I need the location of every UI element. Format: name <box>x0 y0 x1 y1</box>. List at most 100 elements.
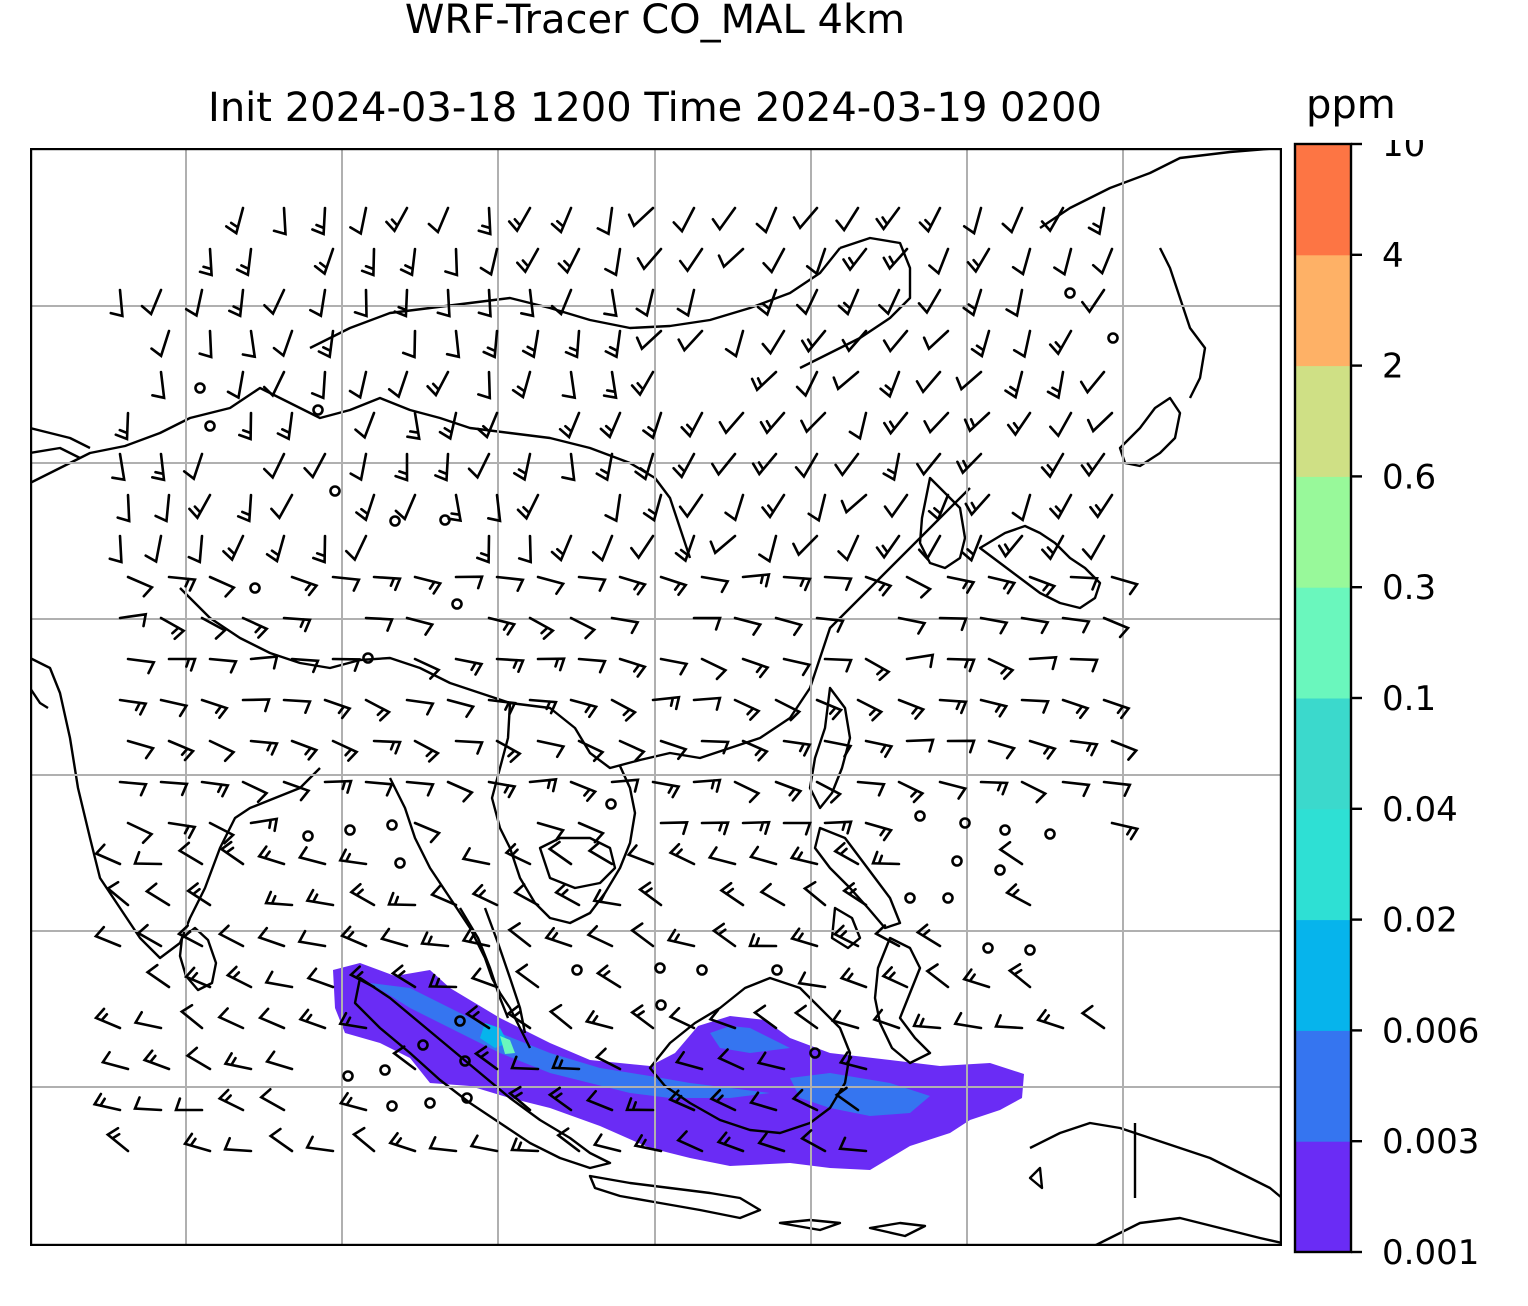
wind-barb <box>883 411 909 436</box>
wind-barb <box>815 698 844 721</box>
wind-barb <box>353 288 368 318</box>
calm-wind-marker <box>951 855 963 867</box>
wind-barb <box>338 1011 368 1030</box>
wind-barb <box>142 1049 171 1071</box>
calm-wind-marker <box>605 798 617 810</box>
wind-barb <box>709 534 737 555</box>
wind-barb <box>1061 780 1091 798</box>
colorbar-tick-label: 2 <box>1382 347 1404 387</box>
wind-barb <box>249 655 279 670</box>
wind-barb <box>997 534 1024 559</box>
wind-barb <box>800 411 827 434</box>
wind-barb <box>1081 288 1106 314</box>
wind-barb <box>569 698 599 719</box>
wind-barb <box>305 888 335 907</box>
wind-barb <box>323 698 352 720</box>
wind-barb <box>634 452 655 482</box>
wind-barb <box>1040 206 1065 233</box>
wind-barb <box>782 657 812 677</box>
calm-wind-marker <box>386 819 398 831</box>
wind-barb <box>297 846 327 866</box>
wind-barb <box>741 739 769 762</box>
wind-barb <box>487 780 517 799</box>
wind-barb <box>651 780 681 799</box>
wind-barb <box>151 370 166 400</box>
wind-barb <box>864 739 894 758</box>
wind-barb <box>1079 370 1106 395</box>
wind-barb <box>864 657 891 682</box>
wind-barb <box>272 329 294 358</box>
colorbar-segment <box>1295 144 1351 256</box>
wind-barb <box>217 1007 245 1030</box>
wind-barb <box>454 657 484 676</box>
wind-barb <box>461 847 491 866</box>
wind-barb <box>116 493 131 523</box>
wind-barb <box>835 206 860 233</box>
wind-barb <box>94 843 122 866</box>
wind-barb <box>305 1135 335 1153</box>
wind-barb <box>741 820 771 835</box>
wind-barb <box>915 923 942 948</box>
wind-barb <box>317 329 335 359</box>
wind-barb <box>1020 616 1050 635</box>
wind-barb <box>1087 206 1106 236</box>
wind-barb <box>752 1004 778 1030</box>
wind-barb <box>1028 575 1057 597</box>
calm-wind-marker <box>771 964 783 976</box>
wind-barb <box>225 965 253 989</box>
wind-barb <box>1102 780 1132 797</box>
wind-barb <box>604 329 622 359</box>
wind-barb <box>1069 575 1099 591</box>
wind-barb <box>394 452 409 482</box>
wind-barb <box>510 1055 540 1071</box>
wind-barb <box>979 616 1009 635</box>
wind-barb <box>100 1050 130 1071</box>
calm-wind-marker <box>389 515 401 527</box>
wind-barb <box>514 963 540 989</box>
wind-barb <box>1046 370 1065 400</box>
wind-barb <box>848 411 868 441</box>
wind-barb <box>668 1089 696 1112</box>
wind-barb <box>339 925 368 948</box>
wind-barb <box>561 370 577 400</box>
wind-barb <box>223 1136 253 1153</box>
wind-barb <box>840 493 868 515</box>
calm-wind-marker <box>194 382 206 394</box>
wind-barb <box>379 927 409 948</box>
wind-barb <box>133 850 163 866</box>
wind-barb <box>487 493 502 523</box>
colorbar-segment <box>1295 254 1351 367</box>
wind-barb <box>427 206 450 235</box>
wind-barb <box>604 493 622 523</box>
wind-barb <box>225 206 245 236</box>
wind-barb <box>666 928 696 948</box>
wind-barb <box>447 493 463 523</box>
wind-barb <box>626 844 655 866</box>
wind-barb <box>700 657 728 681</box>
wind-barb <box>477 206 492 236</box>
wind-barb <box>126 821 154 844</box>
colorbar-tick-label: 0.006 <box>1382 1011 1479 1051</box>
wind-barb <box>878 288 901 316</box>
wind-barb <box>856 698 884 722</box>
wind-barb <box>774 780 803 802</box>
wind-barb <box>987 657 1015 680</box>
wind-barb <box>1053 247 1073 277</box>
wind-barb <box>883 493 909 519</box>
wind-barb <box>757 1132 786 1153</box>
wind-barb <box>1004 883 1032 907</box>
wind-barb <box>344 534 368 562</box>
colorbar-segment <box>1295 587 1351 699</box>
wind-barb <box>265 534 286 564</box>
wind-barb <box>709 1088 737 1112</box>
wind-barb <box>923 411 950 435</box>
wind-barb <box>236 493 253 523</box>
wind-barb <box>1110 821 1140 841</box>
wind-barb <box>454 575 484 590</box>
calm-wind-marker <box>1107 332 1119 344</box>
wind-barb <box>618 739 646 762</box>
calm-wind-marker <box>302 830 314 842</box>
wind-barb <box>603 288 618 318</box>
wind-barb <box>145 963 171 989</box>
wind-barb <box>528 616 556 640</box>
